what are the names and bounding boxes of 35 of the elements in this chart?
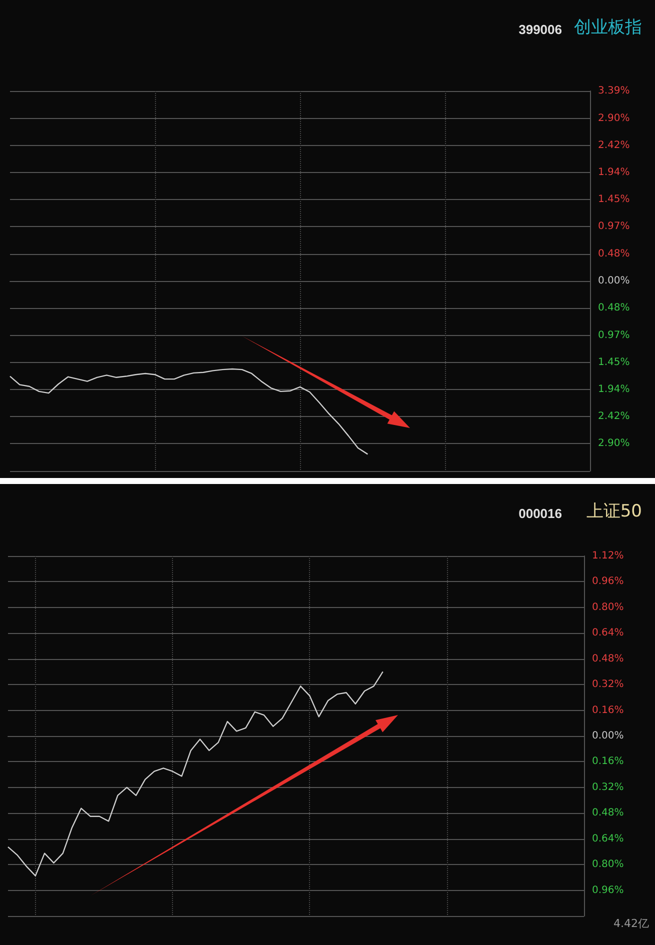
y-tick-label: 0.48% (592, 808, 624, 819)
y-tick-label: 2.90% (598, 112, 630, 124)
y-tick-label: 2.42% (598, 411, 630, 422)
chart-subtitle: 000016 (518, 506, 562, 521)
y-tick-label: 0.80% (592, 859, 624, 870)
y-tick-label: 0.32% (592, 782, 624, 793)
chart-title: 上证50 (586, 502, 642, 522)
y-tick-label: 0.00% (592, 730, 624, 742)
line-series (7, 671, 384, 876)
y-tick-label: 0.97% (598, 221, 630, 232)
chart-subtitle: 399006 (518, 22, 562, 37)
y-tick-label: 0.48% (592, 653, 624, 664)
y-tick-label: 2.42% (598, 140, 630, 151)
y-tick-label: 2.90% (598, 438, 630, 450)
y-tick-label: 0.00% (598, 276, 630, 286)
y-tick-label: 0.48% (598, 302, 630, 314)
y-tick-label: 0.96% (592, 576, 624, 588)
y-tick-label: 0.16% (592, 756, 624, 768)
y-tick-label: 1.94% (598, 384, 630, 396)
y-tick-label: 0.48% (598, 248, 630, 260)
y-tick-label: 0.32% (592, 679, 624, 690)
y-tick-label: 1.12% (592, 550, 624, 562)
chart-title: 创业板指 (574, 18, 642, 38)
y-tick-label: 1.45% (598, 356, 630, 368)
y-tick-label: 0.97% (598, 330, 630, 341)
y-tick-label: 1.94% (598, 166, 630, 178)
y-tick-label: 0.96% (592, 884, 624, 896)
y-tick-label: 1.45% (598, 194, 630, 206)
line-series (9, 368, 368, 455)
y-tick-label: 3.39% (598, 86, 630, 96)
y-tick-label: 0.16% (592, 704, 624, 716)
y-tick-label: 0.64% (592, 833, 624, 844)
y-tick-label: 0.80% (592, 602, 624, 613)
y-tick-label: 0.64% (592, 628, 624, 639)
text: 4.42亿 (614, 917, 650, 930)
